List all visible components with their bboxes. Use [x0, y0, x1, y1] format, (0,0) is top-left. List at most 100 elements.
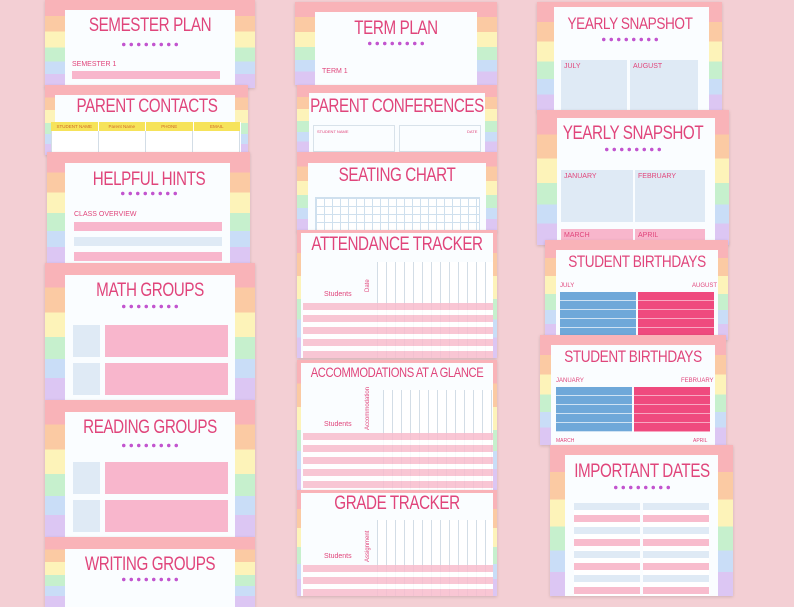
column-header: STUDENT NAME: [51, 122, 99, 131]
attendance-tracker-page: ATTENDANCE TRACKER Students Date: [297, 230, 497, 358]
group-box: [105, 325, 228, 357]
term-label: TERM 1: [322, 68, 348, 75]
seating-grid: [315, 197, 480, 232]
page-title: SEATING CHART: [338, 165, 456, 186]
month-label: APRIL: [638, 232, 659, 239]
group-box: [73, 462, 100, 494]
birthday-list-pink: [634, 387, 710, 432]
grade-tracker-page: GRADE TRACKER Students Assignment: [297, 490, 497, 596]
page-title: GRADE TRACKER: [334, 493, 460, 514]
group-box: [105, 462, 228, 494]
column-header: PHONE: [146, 122, 194, 131]
date-label: Date: [365, 279, 371, 292]
semester-label: SEMESTER 1: [72, 61, 117, 68]
field-bar: [72, 71, 220, 79]
reading-groups-page: READING GROUPS: [45, 400, 255, 537]
month-label: JULY: [564, 63, 581, 70]
birthday-list-blue: [556, 387, 632, 432]
month-label: AUGUST: [692, 283, 718, 289]
students-label: Students: [324, 291, 352, 298]
group-box: [73, 500, 100, 532]
semester-plan-page: SEMESTER PLAN SEMESTER 1: [45, 0, 255, 88]
page-title: SEMESTER PLAN: [88, 15, 212, 36]
helpful-hints-page: HELPFUL HINTS CLASS OVERVIEW: [47, 152, 250, 265]
group-box: [105, 363, 228, 395]
month-label: APRIL: [693, 438, 708, 444]
group-box: [105, 500, 228, 532]
dots-divider: [611, 485, 672, 490]
dots-divider: [599, 37, 660, 42]
dates-list-left: [574, 503, 640, 596]
column-header: EMAIL: [193, 122, 241, 131]
students-label: Students: [324, 421, 352, 428]
accommodation-label: Accommodation: [365, 386, 371, 430]
dots-divider: [120, 42, 180, 47]
page-title: YEARLY SNAPSHOT: [566, 14, 693, 33]
class-overview-label: CLASS OVERVIEW: [74, 211, 137, 218]
page-title: MATH GROUPS: [96, 280, 204, 301]
page-title: READING GROUPS: [83, 417, 217, 438]
student-birthdays-page-1: STUDENT BIRTHDAYS JULY AUGUST: [545, 240, 728, 340]
page-title: YEARLY SNAPSHOT: [562, 123, 704, 144]
page-title: STUDENT BIRTHDAYS: [567, 252, 706, 271]
dots-divider: [603, 147, 663, 152]
page-title: HELPFUL HINTS: [92, 169, 205, 190]
page-title: PARENT CONFERENCES: [310, 96, 484, 117]
group-box: [73, 363, 100, 395]
month-label: JANUARY: [556, 378, 584, 384]
accommodations-page: ACCOMMODATIONS AT A GLANCE Students Acco…: [297, 360, 497, 490]
page-title: STUDENT BIRTHDAYS: [564, 347, 702, 366]
page-title: ACCOMMODATIONS AT A GLANCE: [310, 364, 484, 380]
field-bar: [74, 222, 222, 231]
group-box: [73, 325, 100, 357]
attendance-rows: [303, 303, 493, 358]
field-bar: [74, 237, 222, 246]
month-label: MARCH: [564, 232, 590, 239]
dots-divider: [120, 443, 180, 448]
page-title: TERM PLAN: [354, 18, 438, 39]
accommodation-rows: [303, 433, 493, 490]
month-label: JULY: [560, 283, 575, 289]
month-label: AUGUST: [633, 63, 663, 70]
column-header: Parent Name: [98, 122, 146, 131]
field-bar: [74, 252, 222, 261]
month-label: FEBRUARY: [638, 173, 676, 180]
month-label: FEBRUARY: [681, 378, 714, 384]
month-label: MARCH: [556, 438, 575, 444]
dots-divider: [120, 304, 180, 309]
yearly-snapshot-page-1: YEARLY SNAPSHOT JULY AUGUST: [537, 2, 722, 112]
math-groups-page: MATH GROUPS: [45, 263, 255, 400]
contacts-table-header: STUDENT NAME Parent Name PHONE EMAIL: [51, 122, 241, 131]
dates-list-right: [643, 503, 709, 596]
parent-contacts-page: PARENT CONTACTS STUDENT NAME Parent Name…: [45, 85, 248, 155]
dots-divider: [120, 577, 180, 582]
assignment-label: Assignment: [365, 530, 371, 562]
month-box: [635, 170, 705, 222]
students-label: Students: [324, 553, 352, 560]
dots-divider: [366, 41, 426, 46]
conference-box: [313, 125, 395, 152]
date-label: DATE: [467, 129, 478, 134]
contacts-table-body: [51, 131, 241, 153]
page-title: PARENT CONTACTS: [76, 96, 217, 117]
page-title: IMPORTANT DATES: [573, 461, 710, 482]
conference-box: [399, 125, 481, 152]
parent-conferences-page: PARENT CONFERENCES STUDENT NAME DATE: [297, 85, 497, 152]
student-birthdays-page-2: STUDENT BIRTHDAYS JANUARY FEBRUARY MARCH…: [540, 335, 726, 445]
month-box: [561, 170, 633, 222]
grade-rows: [303, 565, 493, 596]
seating-chart-page: SEATING CHART: [297, 152, 497, 232]
dots-divider: [118, 191, 179, 196]
month-label: JANUARY: [564, 173, 597, 180]
student-name-label: STUDENT NAME: [317, 129, 349, 134]
term-plan-page: TERM PLAN TERM 1: [295, 2, 497, 85]
page-title: WRITING GROUPS: [84, 554, 216, 575]
month-box: [561, 60, 627, 112]
yearly-snapshot-page-2: YEARLY SNAPSHOT JANUARY FEBRUARY MARCH A…: [537, 110, 729, 245]
writing-groups-page: WRITING GROUPS: [45, 537, 255, 607]
birthday-list-blue: [560, 292, 636, 340]
birthday-list-pink: [638, 292, 714, 340]
page-title: ATTENDANCE TRACKER: [311, 234, 483, 255]
important-dates-page: IMPORTANT DATES: [550, 445, 733, 596]
month-box: [630, 60, 698, 112]
